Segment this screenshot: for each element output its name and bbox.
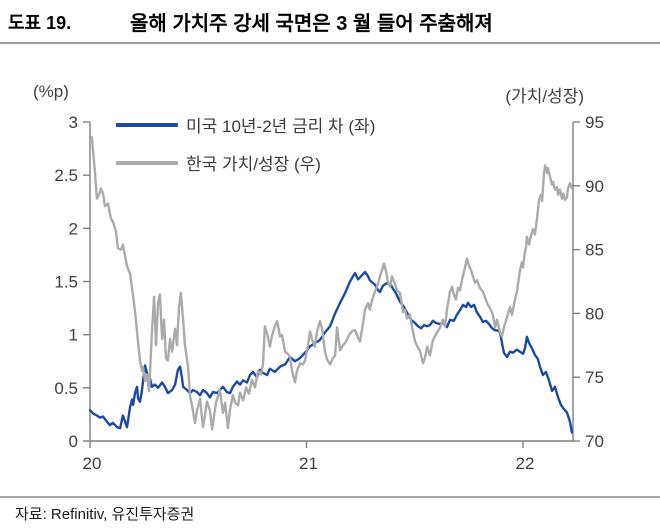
legend-label-kr-value-growth: 한국 가치/성장 (우) (186, 155, 321, 174)
legend-line-swatch-gray (116, 160, 178, 165)
right-axis-tick-label: 90 (585, 177, 604, 196)
left-axis-tick-label: 3 (69, 113, 78, 132)
right-axis-tick-label: 75 (585, 368, 604, 387)
us-10y-2y-spread-line (88, 270, 574, 434)
right-axis-tick-label: 85 (585, 241, 604, 260)
figure-label: 도표 19. (8, 13, 72, 33)
right-axis-tick-label: 80 (585, 304, 604, 323)
x-axis-tick-label: 20 (83, 454, 102, 473)
legend-line-swatch-blue (116, 122, 178, 127)
left-axis-unit-label: (%p) (33, 82, 69, 101)
left-axis-tick-label: 1.5 (54, 273, 78, 292)
right-axis-tick-label: 95 (585, 113, 604, 132)
left-axis-tick-label: 0 (69, 432, 78, 451)
source-text: 자료: Refinitiv, 유진투자증권 (15, 506, 195, 523)
left-axis-tick-label: 0.5 (54, 379, 78, 398)
left-axis-tick-label: 2.5 (54, 166, 78, 185)
legend-item-us-10y-2y-spread: 미국 10년-2년 금리 차 (좌) (116, 112, 375, 137)
left-axis-tick-label: 1 (69, 326, 78, 345)
left-axis-tick-label: 2 (69, 219, 78, 238)
footer-divider (0, 496, 660, 498)
x-axis-tick-label: 22 (516, 454, 535, 473)
legend-label-us-10y-2y-spread: 미국 10년-2년 금리 차 (좌) (186, 117, 376, 136)
title-divider (0, 42, 660, 44)
chart-legend: 미국 10년-2년 금리 차 (좌) 한국 가치/성장 (우) (116, 112, 375, 175)
x-axis-tick-label: 21 (299, 454, 318, 473)
page-title: 올해 가치주 강세 국면은 3 월 들어 주춤해져 (130, 13, 493, 35)
right-axis-tick-label: 70 (585, 432, 604, 451)
right-axis-unit-label: (가치/성장) (505, 87, 584, 106)
legend-item-kr-value-growth: 한국 가치/성장 (우) (116, 150, 375, 175)
korea-value-growth-line (88, 136, 574, 431)
